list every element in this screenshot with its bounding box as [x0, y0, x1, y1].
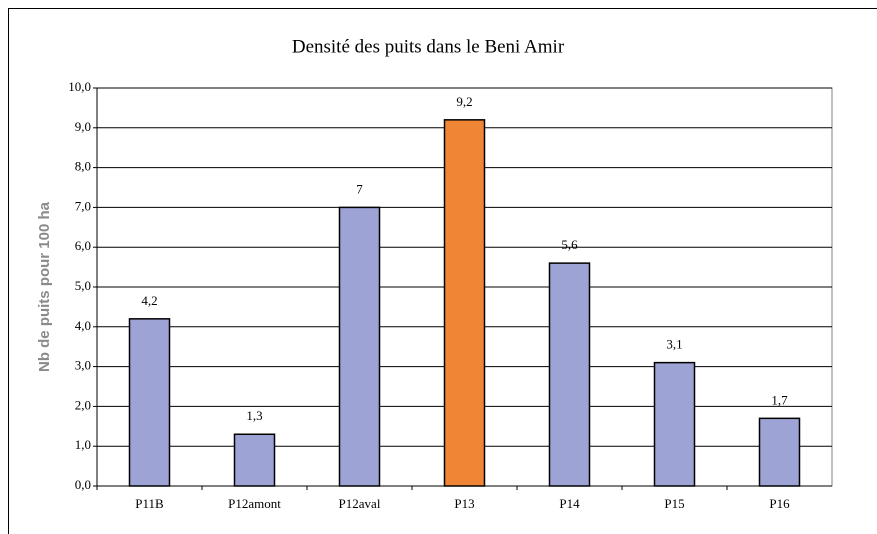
- y-tick-label: 3,0: [75, 358, 91, 373]
- frame: [8, 8, 877, 534]
- x-tick-label: P12amont: [228, 496, 281, 511]
- bar: [338, 206, 381, 487]
- y-tick-label: 2,0: [75, 397, 91, 412]
- y-tick-label: 6,0: [75, 238, 91, 253]
- y-tick-label: 1,0: [75, 437, 91, 452]
- value-label: 7: [356, 181, 363, 196]
- y-tick-label: 7,0: [75, 198, 91, 213]
- value-label: 3,1: [666, 337, 682, 352]
- y-tick-label: 4,0: [75, 318, 91, 333]
- bar: [443, 119, 486, 487]
- chart-title: Densité des puits dans le Beni Amir: [292, 36, 565, 57]
- y-tick-label: 0,0: [75, 477, 91, 492]
- bar: [128, 318, 171, 487]
- x-tick-label: P16: [769, 496, 790, 511]
- bar: [548, 262, 591, 487]
- y-tick-label: 5,0: [75, 278, 91, 293]
- y-tick-label: 8,0: [75, 159, 91, 174]
- bar: [653, 361, 696, 487]
- value-label: 1,3: [246, 408, 262, 423]
- value-label: 1,7: [771, 392, 788, 407]
- x-tick-label: P12aval: [339, 496, 381, 511]
- y-axis-label: Nb de puits pour 100 ha: [36, 201, 53, 372]
- y-tick-label: 10,0: [68, 79, 91, 94]
- x-tick-label: P13: [454, 496, 474, 511]
- value-label: 9,2: [456, 94, 472, 109]
- value-label: 5,6: [561, 237, 578, 252]
- bar: [758, 417, 801, 487]
- bar: [233, 433, 276, 487]
- x-tick-label: P15: [664, 496, 684, 511]
- x-tick-label: P14: [559, 496, 580, 511]
- value-label: 4,2: [141, 293, 157, 308]
- y-tick-label: 9,0: [75, 119, 91, 134]
- x-tick-label: P11B: [135, 496, 164, 511]
